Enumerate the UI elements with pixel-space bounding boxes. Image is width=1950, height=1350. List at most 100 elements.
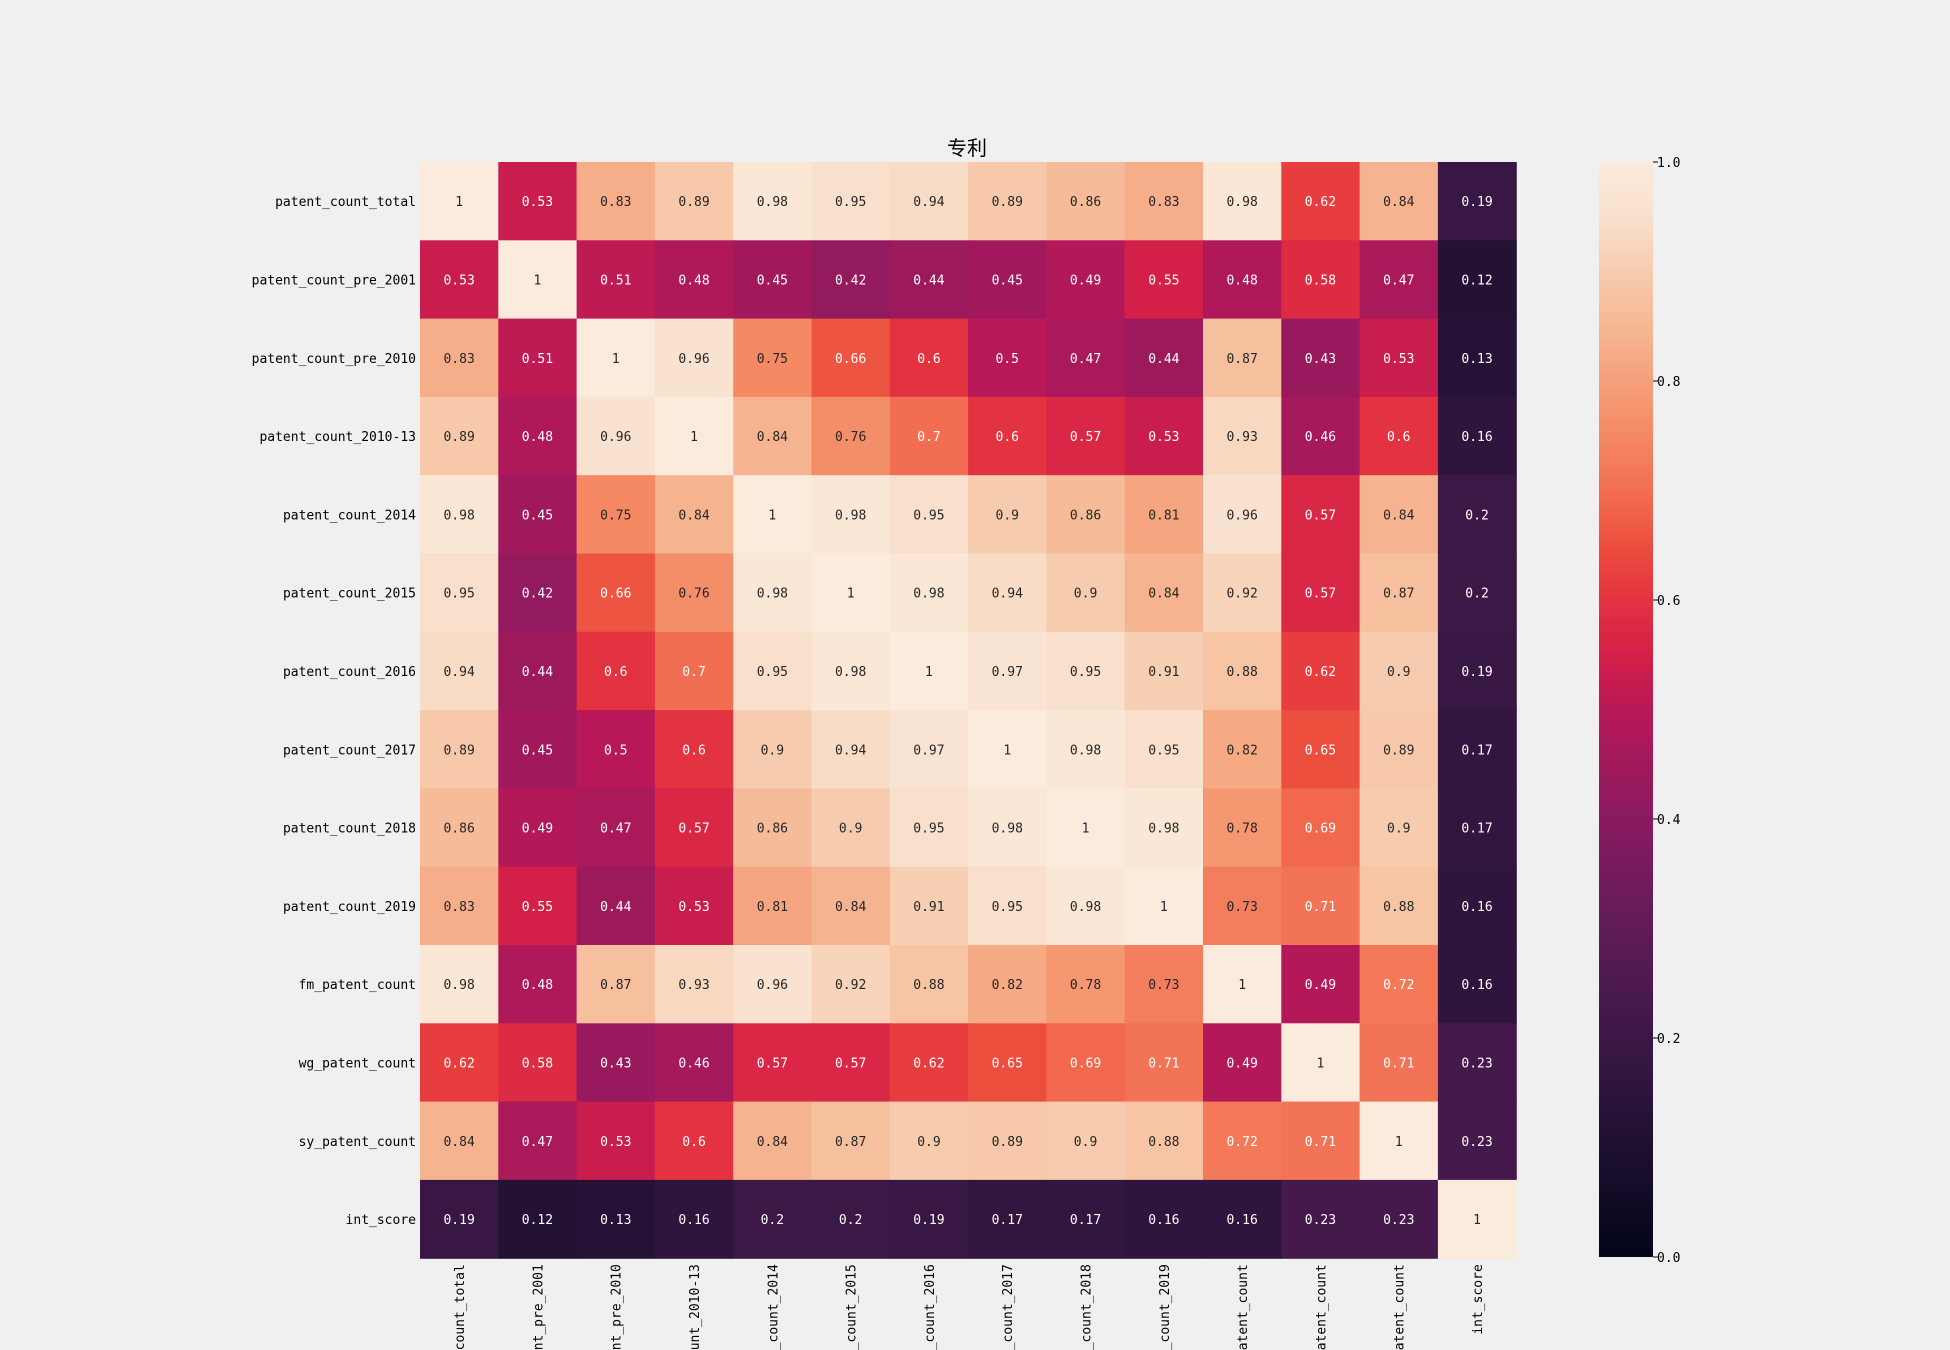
cell-value-label: 0.88 [913, 978, 944, 993]
heatmap-cell [576, 475, 656, 555]
cell-value-label: 0.65 [992, 1056, 1023, 1071]
heatmap-cell [420, 1023, 499, 1103]
cell-value-label: 0.23 [1305, 1213, 1336, 1228]
cell-value-label: 1 [1395, 1135, 1403, 1150]
cell-value-label: 0.2 [1465, 508, 1488, 523]
cell-value-label: 0.98 [1226, 195, 1257, 210]
cell-value-label: 0.87 [1226, 352, 1257, 367]
heatmap-cell [576, 553, 656, 633]
heatmap-cell [1124, 866, 1204, 946]
heatmap-cell [1359, 240, 1439, 320]
cell-value-label: 0.45 [522, 508, 553, 523]
cell-value-label: 0.95 [913, 508, 944, 523]
cell-value-label: 0.51 [600, 273, 631, 288]
heatmap-cell [420, 788, 499, 868]
cell-value-label: 0.9 [917, 1135, 940, 1150]
x-tick-label: _count_total [453, 1264, 468, 1350]
cell-value-label: 0.19 [443, 1213, 474, 1228]
heatmap-cell [1124, 945, 1204, 1024]
heatmap-cell [889, 866, 969, 946]
cell-value-label: 0.95 [443, 587, 474, 602]
cell-value-label: 0.7 [917, 430, 940, 445]
cell-value-label: 0.48 [522, 978, 553, 993]
heatmap-cell [733, 710, 813, 789]
cell-value-label: 0.6 [682, 743, 705, 758]
cell-value-label: 0.53 [443, 273, 474, 288]
y-tick-label: patent_count_2018 [283, 822, 416, 837]
cell-value-label: 0.49 [1226, 1056, 1257, 1071]
cell-value-label: 0.71 [1305, 1135, 1336, 1150]
cell-value-label: 0.53 [1148, 430, 1179, 445]
cell-value-label: 0.49 [1070, 273, 1101, 288]
heatmap-cell [811, 1179, 891, 1259]
heatmap-cell [1046, 945, 1126, 1024]
cell-value-label: 0.5 [604, 743, 627, 758]
cell-value-label: 0.47 [1383, 273, 1414, 288]
heatmap-cell [498, 710, 578, 789]
cell-value-label: 0.45 [522, 743, 553, 758]
y-tick-label: wg_patent_count [299, 1056, 416, 1071]
cell-value-label: 0.62 [1305, 195, 1336, 210]
cell-value-label: 0.72 [1383, 978, 1414, 993]
heatmap-cell [1359, 318, 1439, 398]
cell-value-label: 0.57 [1070, 430, 1101, 445]
heatmap-cell [1124, 1101, 1204, 1181]
heatmap-cell [1281, 1101, 1361, 1181]
heatmap-cell [498, 475, 578, 555]
heatmap-cell [1046, 162, 1126, 241]
cell-value-label: 0.84 [1383, 508, 1414, 523]
cell-value-label: 0.81 [757, 900, 788, 915]
heatmap-cell [1281, 631, 1361, 711]
heatmap-cell [1124, 240, 1204, 320]
heatmap-cell [1359, 162, 1439, 241]
cell-value-label: 0.16 [1461, 430, 1492, 445]
heatmap-cell [1046, 553, 1126, 633]
cell-value-label: 0.16 [1461, 900, 1492, 915]
cell-value-label: 0.89 [992, 1135, 1023, 1150]
cell-value-label: 0.6 [604, 665, 627, 680]
heatmap-cell [811, 162, 891, 241]
heatmap-cell [968, 1023, 1047, 1103]
cell-value-label: 0.62 [1305, 665, 1336, 680]
heatmap-cell [968, 631, 1047, 711]
cell-value-label: 0.53 [1383, 352, 1414, 367]
cell-value-label: 0.98 [443, 508, 474, 523]
cell-value-label: 0.43 [1305, 352, 1336, 367]
heatmap-cell [1437, 945, 1517, 1024]
heatmap-cell [1437, 396, 1517, 476]
heatmap-cell [1046, 631, 1126, 711]
cell-value-label: 0.71 [1148, 1056, 1179, 1071]
cell-value-label: 0.53 [600, 1135, 631, 1150]
cell-value-label: 1 [1160, 900, 1168, 915]
cell-value-label: 0.42 [522, 587, 553, 602]
cell-value-label: 0.45 [992, 273, 1023, 288]
cell-value-label: 1 [1238, 978, 1246, 993]
heatmap-cell [654, 788, 734, 868]
heatmap-cell [1359, 1023, 1439, 1103]
cell-value-label: 0.98 [992, 822, 1023, 837]
heatmap-cell [733, 788, 813, 868]
y-tick-label: patent_count_2015 [283, 587, 416, 602]
cell-value-label: 0.95 [1070, 665, 1101, 680]
cell-value-label: 0.94 [913, 195, 944, 210]
cell-value-label: 0.12 [1461, 273, 1492, 288]
heatmap-cell [733, 1023, 813, 1103]
colorbar-gradient [1599, 162, 1653, 1257]
cell-value-label: 0.96 [1226, 508, 1257, 523]
heatmap-cell [498, 318, 578, 398]
heatmap-cell [498, 945, 578, 1024]
heatmap-cell [576, 1101, 656, 1181]
heatmap-cell [1124, 162, 1204, 241]
cell-value-label: 0.45 [757, 273, 788, 288]
heatmap-cell [968, 1101, 1047, 1181]
heatmap-cell [1203, 788, 1282, 868]
cell-value-label: 0.13 [600, 1213, 631, 1228]
cell-value-label: 0.87 [835, 1135, 866, 1150]
heatmap-cell [1359, 631, 1439, 711]
heatmap-cell [1281, 553, 1361, 633]
heatmap-cell [420, 240, 499, 320]
heatmap-cell [1046, 318, 1126, 398]
colorbar-tick-label: 0.4 [1657, 813, 1681, 828]
heatmap-cell [968, 710, 1047, 789]
heatmap-cell [1437, 866, 1517, 946]
